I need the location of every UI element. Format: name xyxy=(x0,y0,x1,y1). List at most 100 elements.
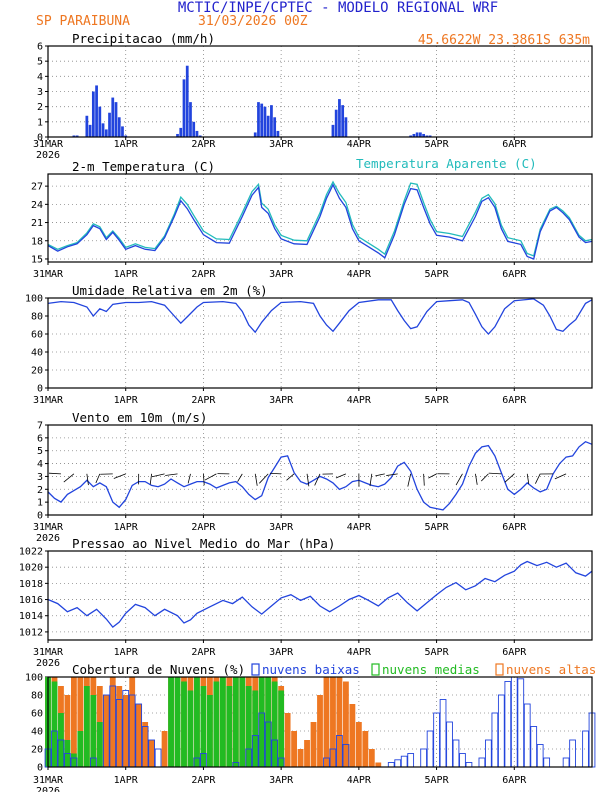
legend-swatch xyxy=(251,663,260,676)
bar-nuvens-altas xyxy=(362,731,369,767)
precip-bar xyxy=(114,102,118,137)
panel-frame xyxy=(47,173,593,263)
series-line-blue xyxy=(47,183,593,260)
bar-nuvens-medias xyxy=(51,681,58,767)
x-tick-year: 2026 xyxy=(36,786,60,792)
x-tick-label: 4APR xyxy=(347,522,372,533)
x-tick-label: 31MAR xyxy=(33,775,64,786)
bar-nuvens-baixas xyxy=(446,721,453,768)
y-tick-label: 15 xyxy=(31,254,43,265)
precip-bar xyxy=(117,117,121,137)
precip-bar xyxy=(75,135,79,137)
precip-bar xyxy=(198,135,202,137)
precip-bar xyxy=(91,91,95,137)
bar-nuvens-medias xyxy=(187,690,194,767)
header-run: 31/03/2026 00Z xyxy=(198,14,308,29)
x-tick-label: 4APR xyxy=(347,647,372,658)
bar-nuvens-altas xyxy=(142,722,149,767)
precip-bar xyxy=(273,117,277,137)
precip-bar xyxy=(338,99,341,137)
wind-vector xyxy=(428,473,437,479)
bar-nuvens-medias xyxy=(239,677,246,767)
bar-nuvens-medias xyxy=(174,677,181,767)
bar-nuvens-altas xyxy=(103,695,110,767)
bar-nuvens-baixas xyxy=(523,703,531,768)
y-tick-label: 60 xyxy=(31,330,43,341)
bar-nuvens-baixas xyxy=(517,678,525,768)
x-tick-label: 3APR xyxy=(269,139,294,150)
x-tick-label: 3APR xyxy=(269,395,294,406)
wind-vector xyxy=(149,473,153,485)
panel-frame xyxy=(47,550,593,641)
x-tick-label: 6APR xyxy=(502,269,527,280)
bar-nuvens-altas xyxy=(317,695,323,767)
panel-title: Pressao ao Nivel Medio do Mar (hPa) xyxy=(72,536,335,551)
x-tick-label: 1APR xyxy=(114,775,139,786)
x-tick-label: 3APR xyxy=(269,522,294,533)
x-tick-label: 4APR xyxy=(347,269,372,280)
panel-frame xyxy=(47,424,593,516)
precip-bar xyxy=(101,123,105,137)
bar-nuvens-medias xyxy=(70,753,77,767)
y-tick-label: 1 xyxy=(37,498,43,509)
wind-vector xyxy=(504,473,515,483)
wind-vector xyxy=(48,472,61,475)
bar-nuvens-baixas xyxy=(452,739,460,768)
y-tick-label: 5 xyxy=(37,57,43,68)
bar-nuvens-baixas xyxy=(459,753,466,768)
precip-bar xyxy=(428,135,432,137)
y-tick-label: 4 xyxy=(37,459,43,470)
wind-vector xyxy=(375,473,385,477)
precip-bar xyxy=(195,130,199,137)
x-tick-label: 6APR xyxy=(502,522,527,533)
y-tick-label: 0 xyxy=(37,511,43,522)
x-tick-label: 4APR xyxy=(347,395,372,406)
precip-bar xyxy=(88,124,92,137)
x-tick-label: 1APR xyxy=(114,647,139,658)
precip-bar xyxy=(121,126,124,137)
bar-nuvens-baixas xyxy=(439,699,447,768)
x-tick-label: 2APR xyxy=(191,775,216,786)
bar-nuvens-medias xyxy=(252,690,259,767)
bar-nuvens-medias xyxy=(83,686,90,767)
bar-nuvens-altas xyxy=(64,695,71,767)
wind-vector xyxy=(237,473,243,482)
x-tick-label: 5APR xyxy=(425,269,450,280)
bar-nuvens-baixas xyxy=(491,712,499,768)
x-tick-label: 3APR xyxy=(269,269,294,280)
bar-nuvens-baixas xyxy=(485,739,492,768)
bar-nuvens-baixas xyxy=(504,681,512,768)
y-tick-label: 6 xyxy=(37,433,43,444)
bar-nuvens-baixas xyxy=(536,744,544,768)
y-tick-label: 80 xyxy=(31,691,43,702)
precip-bar xyxy=(331,124,335,137)
y-tick-label: 40 xyxy=(31,348,43,359)
wind-vector xyxy=(535,473,541,484)
y-tick-label: 27 xyxy=(31,182,43,193)
y-tick-label: 20 xyxy=(31,745,43,756)
x-tick-year: 2026 xyxy=(36,150,60,161)
y-tick-label: 100 xyxy=(25,673,43,684)
legend-swatch xyxy=(495,663,504,676)
wind-vector xyxy=(86,473,89,486)
bar-nuvens-medias xyxy=(194,677,200,767)
precip-bar xyxy=(95,85,98,137)
wind-vector xyxy=(386,473,398,476)
wind-vector xyxy=(407,473,412,487)
legend-swatch xyxy=(371,663,380,676)
panel-title: Umidade Relativa em 2m (%) xyxy=(72,283,268,298)
precip-bar xyxy=(334,109,338,137)
bar-nuvens-altas xyxy=(330,677,336,767)
precip-bar xyxy=(189,102,192,137)
series-line-cyan xyxy=(47,180,593,257)
x-tick-label: 2APR xyxy=(191,395,216,406)
bar-nuvens-altas xyxy=(116,686,123,767)
precip-bar xyxy=(72,135,76,137)
wind-vector xyxy=(286,473,295,481)
panel-frame xyxy=(47,45,593,138)
legend-label: nuvens baixas xyxy=(262,662,360,677)
bar-nuvens-altas xyxy=(148,740,155,767)
wind-vector xyxy=(369,473,373,487)
